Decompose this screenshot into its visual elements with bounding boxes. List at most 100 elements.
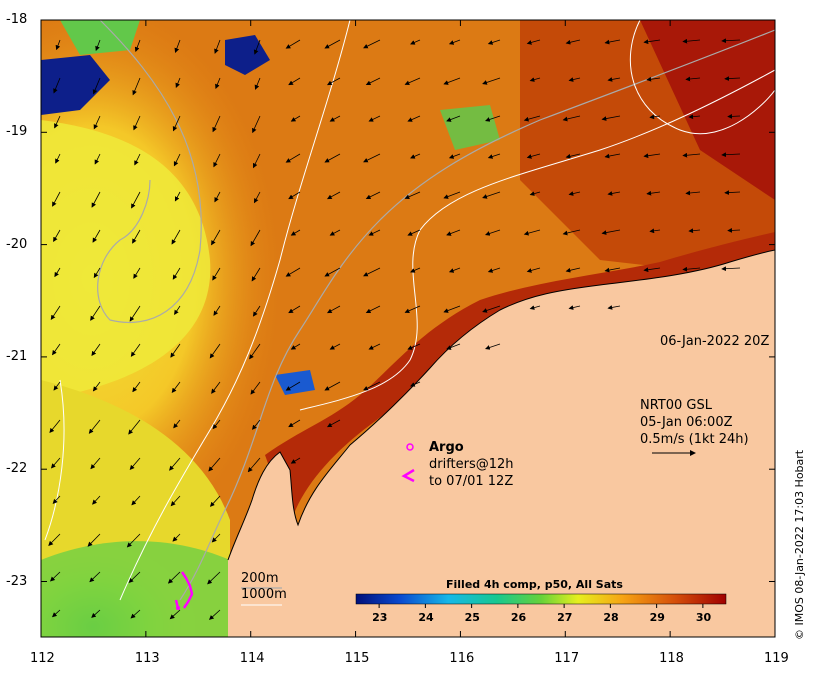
current-vector-arrow [649, 228, 661, 234]
current-vector-arrow [90, 305, 101, 321]
vector-info: NRT00 GSL 05-Jan 06:00Z 0.5m/s (1kt 24h) [640, 397, 749, 448]
current-vector-arrow [253, 39, 261, 55]
current-vector-arrow [131, 191, 141, 209]
current-vector-arrow [688, 114, 701, 120]
current-vector-arrow [407, 343, 421, 350]
current-vector-arrow [132, 77, 141, 96]
green-north-patch [60, 20, 140, 55]
current-vector-arrow [487, 153, 501, 159]
colorbar-tick-label: 25 [464, 611, 480, 624]
map-area [41, 20, 775, 637]
colorbar-ticks [378, 604, 704, 608]
current-vector-arrow [526, 267, 541, 273]
lon-tick-label: 113 [134, 651, 160, 666]
current-vector-arrow [601, 115, 621, 121]
current-vector-arrow [565, 153, 581, 159]
current-vector-arrow [365, 191, 381, 199]
colorbar-tick-label: 28 [603, 611, 619, 624]
current-vector-arrow [607, 77, 621, 82]
current-vector-arrow [212, 115, 221, 133]
current-vector-arrow [487, 267, 501, 273]
axis-ticks [40, 19, 776, 637]
current-vector-arrow [134, 153, 141, 166]
current-vector-arrow [404, 77, 421, 86]
current-vector-arrow [410, 267, 421, 273]
date-label: 06-Jan-2022 20Z [660, 334, 770, 349]
current-vector-arrow [91, 609, 101, 618]
current-vector-arrow [211, 229, 221, 246]
current-vector-arrow [290, 457, 301, 464]
current-vector-arrow [207, 571, 221, 585]
vector-info-line3: 0.5m/s (1kt 24h) [640, 432, 749, 447]
current-vector-arrow [169, 457, 181, 471]
current-vector-arrow [326, 305, 341, 314]
current-vector-arrow [167, 571, 181, 584]
current-vector-arrow [211, 381, 221, 394]
current-vector-arrow [326, 191, 341, 200]
current-vector-arrow [649, 114, 661, 120]
current-vector-arrow [131, 495, 141, 506]
current-vector-arrow [92, 381, 101, 392]
argo-line1: drifters@12h [429, 457, 514, 472]
current-vector-arrow [721, 152, 741, 158]
current-vector-arrow [482, 305, 501, 313]
current-vector-arrow [126, 533, 141, 548]
current-vector-arrow [89, 571, 101, 583]
current-vector-arrow [132, 381, 141, 393]
current-vector-arrow [565, 267, 581, 273]
current-vector-arrow [643, 153, 661, 159]
drifter-marker [401, 468, 415, 483]
green-south-patch [41, 541, 230, 637]
current-vector-arrow [326, 77, 341, 86]
argo-drifter-tracks [174, 571, 194, 610]
current-vector-arrow [52, 609, 61, 618]
current-vector-arrow [252, 305, 261, 317]
current-vector-arrow [247, 457, 261, 473]
current-vector-arrow [48, 533, 61, 546]
current-vector-arrow [643, 39, 661, 45]
current-vector-arrow [50, 457, 61, 469]
current-vector-arrow [562, 115, 581, 122]
colorbar-tick-label: 27 [557, 611, 573, 624]
current-vector-arrow [526, 153, 541, 159]
coastline [227, 249, 775, 561]
australia-land [228, 250, 775, 637]
green-mid-patch [440, 105, 500, 150]
current-vector-arrow [329, 115, 341, 122]
map-frame [40, 19, 776, 638]
current-vector-arrow [172, 267, 181, 280]
argo-title: Argo [429, 440, 464, 455]
current-vector-arrow [209, 495, 221, 507]
current-vector-arrow [404, 191, 421, 200]
current-vector-arrow [324, 153, 341, 163]
current-vector-arrow [565, 39, 581, 45]
colorbar-tick-label: 23 [372, 611, 388, 624]
current-vector-arrow [290, 229, 301, 236]
current-vector-arrow [485, 229, 501, 236]
current-vector-arrow [529, 191, 541, 196]
coastal-warm-band [265, 232, 775, 525]
vector-info-line2: 05-Jan 06:00Z [640, 415, 733, 430]
colorbar-tick-label: 26 [510, 611, 527, 624]
lat-tick-label: -18 [6, 12, 28, 27]
depth-legend: 200m 1000m [241, 571, 287, 603]
current-vector-arrow [215, 77, 221, 89]
current-vector-arrow [132, 229, 141, 244]
current-vector-arrow [52, 495, 61, 504]
current-vector-arrow [211, 533, 221, 543]
current-vector-arrow [324, 381, 341, 391]
current-vector-arrow [87, 533, 101, 547]
depth-1000m-label: 1000m [241, 587, 287, 602]
current-vector-arrow [171, 381, 181, 394]
current-vector-arrow [173, 419, 181, 429]
current-vector-arrow [209, 609, 221, 620]
current-vector-arrow [94, 153, 101, 165]
current-vector-arrow [727, 228, 741, 233]
current-vector-arrow [448, 153, 461, 159]
current-vector-arrow [443, 191, 461, 199]
current-vector-arrow [685, 190, 701, 196]
current-vector-arrow [54, 267, 61, 278]
colorbar-tick-label: 30 [695, 611, 712, 624]
colorbar-title: Filled 4h comp, p50, All Sats [446, 578, 623, 591]
current-vector-arrow [54, 115, 61, 129]
